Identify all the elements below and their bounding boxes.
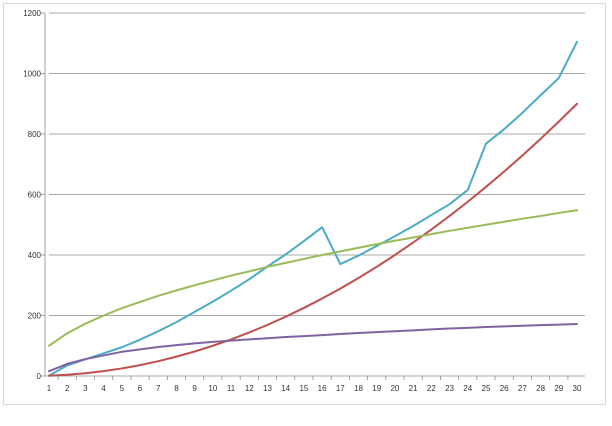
- x-tick-label: 9: [192, 384, 197, 393]
- series-line-3: [48, 209, 578, 347]
- x-tick-label: 18: [354, 384, 363, 393]
- x-tick-label: 23: [445, 384, 454, 393]
- x-tick-label: 7: [156, 384, 161, 393]
- x-tick-label: 11: [227, 384, 236, 393]
- y-tick-label: 0: [37, 372, 42, 381]
- x-tick-label: 8: [174, 384, 179, 393]
- x-tick-label: 12: [245, 384, 254, 393]
- x-tick-label: 17: [336, 384, 345, 393]
- gridlines: [49, 12, 585, 316]
- chart-frame: [3, 3, 606, 405]
- y-tick-label: 600: [28, 191, 42, 200]
- x-tick-label: 3: [83, 384, 88, 393]
- y-tick-label: 800: [28, 130, 42, 139]
- x-tick-label: 26: [500, 384, 509, 393]
- x-tick-label: 19: [372, 384, 381, 393]
- x-tick-label: 10: [208, 384, 217, 393]
- x-tick-label: 14: [281, 384, 290, 393]
- series-line-4: [48, 322, 578, 373]
- x-tick-label: 21: [409, 384, 418, 393]
- axes: [41, 12, 585, 380]
- x-tick-label: 16: [318, 384, 327, 393]
- x-tick-label: 5: [120, 384, 125, 393]
- x-tick-label: 22: [427, 384, 436, 393]
- x-tick-label: 29: [554, 384, 563, 393]
- x-tick-label: 27: [518, 384, 527, 393]
- x-tick-label: 15: [299, 384, 308, 393]
- y-axis-tick-labels: 0 200 400 600 800 1000 1200: [23, 9, 41, 381]
- x-tick-label: 2: [65, 384, 70, 393]
- series-line-2: [48, 102, 578, 377]
- y-tick-label: 400: [28, 251, 42, 260]
- x-axis-tick-labels: 1 2 3 4 5 6 7 8 9 10 11 12 13 14 15 16 17 18 19 20 21 22 23 24 2…: [47, 384, 582, 393]
- x-tick-label: 13: [263, 384, 272, 393]
- y-tick-label: 1000: [23, 70, 41, 79]
- x-tick-label: 1: [47, 384, 52, 393]
- x-tick-label: 6: [138, 384, 143, 393]
- x-tick-label: 24: [463, 384, 472, 393]
- x-tick-label: 4: [101, 384, 106, 393]
- y-tick-label: 200: [28, 312, 42, 321]
- x-tick-label: 28: [536, 384, 545, 393]
- series-lines: [48, 40, 578, 377]
- x-tick-label: 25: [482, 384, 491, 393]
- x-tick-label: 20: [390, 384, 399, 393]
- series-line-1: [48, 40, 578, 377]
- x-tick-label: 30: [573, 384, 582, 393]
- y-tick-label: 1200: [23, 9, 41, 18]
